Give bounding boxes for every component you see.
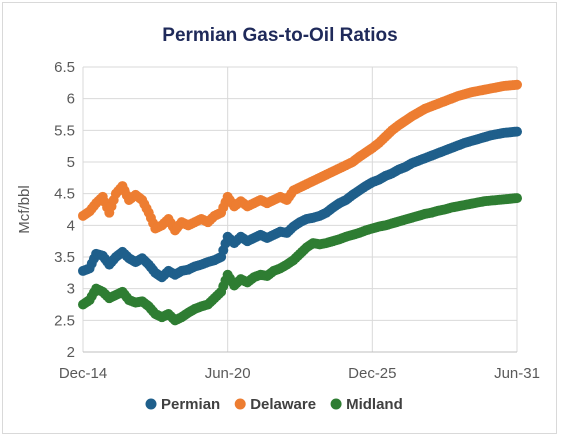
legend-item-delaware: Delaware — [234, 396, 316, 413]
legend-label: Permian — [161, 396, 220, 413]
x-tick-label: Dec-14 — [59, 365, 107, 382]
data-point — [512, 79, 522, 90]
legend-marker — [145, 398, 157, 410]
x-tick-label: Dec-25 — [348, 365, 396, 382]
y-tick-label: 2.5 — [54, 312, 75, 329]
legend-label: Delaware — [250, 396, 316, 413]
y-tick-label: 6 — [67, 91, 75, 108]
x-tick-label: Jun-20 — [205, 365, 251, 382]
series-midland — [78, 193, 522, 326]
series-delaware — [78, 79, 522, 236]
chart-frame: Permian Gas-to-Oil Ratios 2 2.5 3 3.5 4 4.5 5 5… — [2, 2, 557, 434]
legend-item-permian: Permian — [145, 396, 220, 413]
y-tick-label: 3 — [67, 281, 75, 298]
series-permian — [78, 126, 522, 283]
x-tick-labels: Dec-14 Jun-20 Dec-25 Jun-31 — [59, 365, 540, 382]
legend-item-midland: Midland — [330, 396, 403, 413]
y-tick-label: 3.5 — [54, 249, 75, 266]
y-axis-label: Mcf/bbl — [16, 185, 33, 233]
y-tick-label: 6.5 — [54, 59, 75, 76]
y-tick-label: 5.5 — [54, 122, 75, 139]
y-tick-labels: 2 2.5 3 3.5 4 4.5 5 5.5 6 6.5 — [54, 59, 75, 361]
y-tick-label: 4 — [67, 217, 75, 234]
legend-label: Midland — [346, 396, 403, 413]
y-tick-label: 4.5 — [54, 186, 75, 203]
legend: Permian Delaware Midland — [145, 396, 403, 413]
series-points — [78, 79, 522, 326]
y-tick-label: 2 — [67, 344, 75, 361]
legend-marker — [234, 398, 246, 410]
chart: Permian Gas-to-Oil Ratios 2 2.5 3 3.5 4 4.5 5 5… — [16, 25, 540, 413]
x-tick-label: Jun-31 — [494, 365, 540, 382]
chart-title: Permian Gas-to-Oil Ratios — [162, 25, 397, 46]
data-point — [512, 126, 522, 137]
data-point — [512, 193, 522, 204]
legend-marker — [330, 398, 342, 410]
y-tick-label: 5 — [67, 154, 75, 171]
